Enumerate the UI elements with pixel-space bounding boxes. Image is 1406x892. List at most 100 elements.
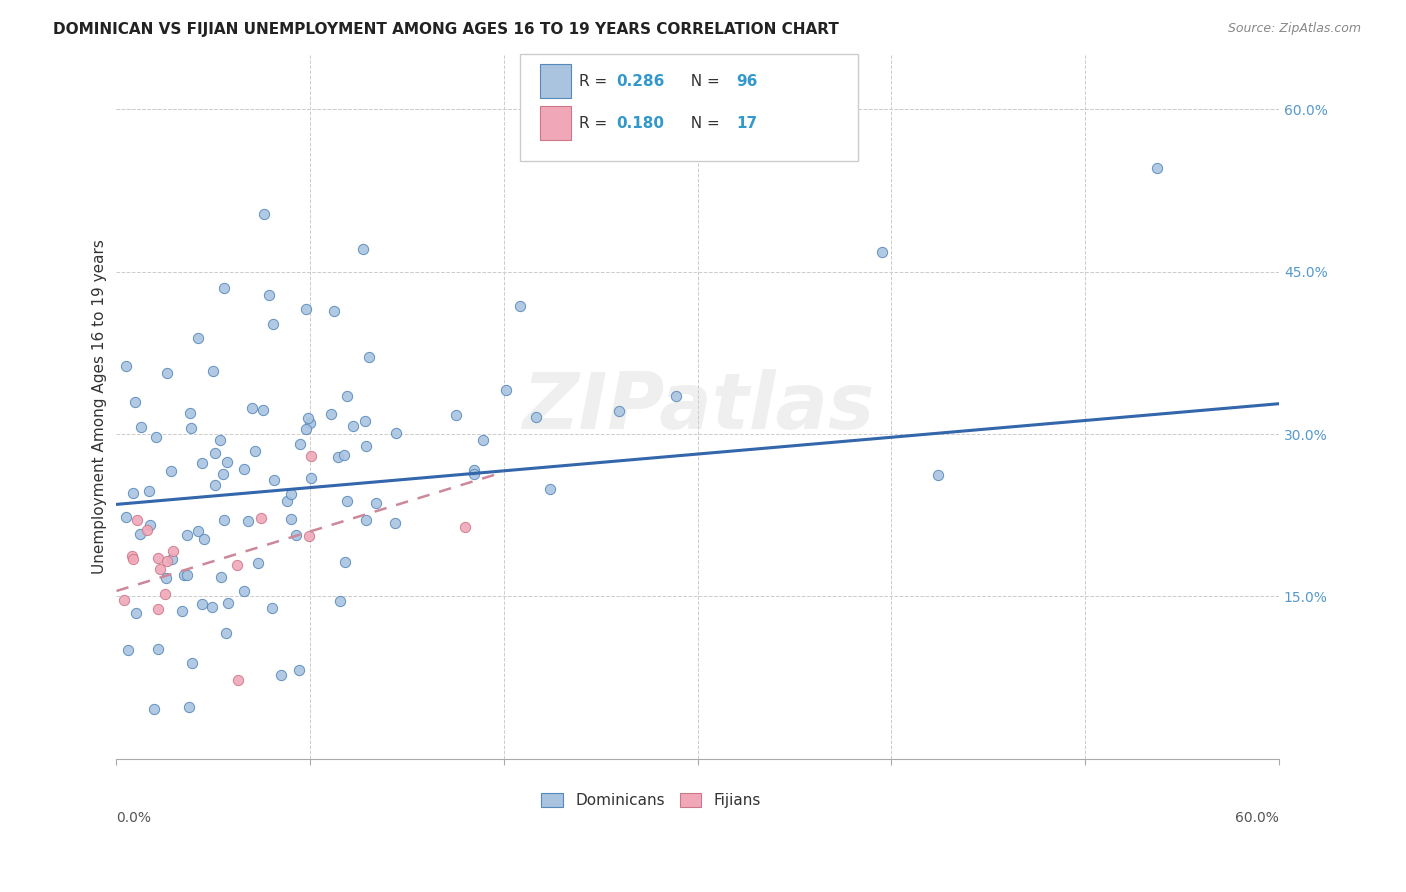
Point — [209, 433, 232, 447]
Point — [135, 523, 157, 537]
Point — [201, 364, 224, 378]
Point — [352, 242, 374, 256]
Point — [162, 543, 184, 558]
Point — [226, 673, 249, 688]
Point — [240, 401, 263, 416]
Point — [155, 570, 177, 584]
Y-axis label: Unemployment Among Ages 16 to 19 years: Unemployment Among Ages 16 to 19 years — [93, 240, 107, 574]
Point — [247, 556, 270, 570]
Point — [257, 288, 280, 302]
Point — [298, 417, 321, 431]
Point — [215, 455, 238, 469]
Text: ZIPatlas: ZIPatlas — [522, 369, 875, 445]
Point — [217, 596, 239, 610]
Point — [193, 532, 215, 546]
Point — [191, 597, 214, 611]
Point — [212, 513, 235, 527]
Point — [233, 583, 256, 598]
Point — [607, 403, 630, 417]
Point — [181, 657, 204, 671]
Point — [170, 604, 193, 618]
Point — [336, 388, 359, 402]
Point — [297, 411, 319, 425]
Point — [270, 668, 292, 682]
Text: N =: N = — [681, 74, 724, 88]
Point — [156, 366, 179, 380]
Point — [329, 594, 352, 608]
Point — [238, 514, 260, 528]
Text: 96: 96 — [737, 74, 758, 88]
Point — [129, 527, 152, 541]
Point — [201, 599, 224, 614]
Point — [204, 478, 226, 492]
Point — [664, 389, 686, 403]
Point — [336, 494, 359, 508]
Point — [263, 473, 285, 487]
Point — [243, 443, 266, 458]
Point — [252, 403, 274, 417]
Point — [250, 511, 273, 525]
Point — [117, 643, 139, 657]
Point — [342, 418, 364, 433]
Point — [179, 406, 201, 420]
Point — [131, 420, 153, 434]
Point — [262, 317, 284, 331]
Text: 17: 17 — [737, 116, 758, 130]
Point — [209, 570, 232, 584]
Text: Source: ZipAtlas.com: Source: ZipAtlas.com — [1227, 22, 1361, 36]
Point — [148, 602, 170, 616]
Point — [176, 567, 198, 582]
Point — [354, 513, 377, 527]
Text: 0.286: 0.286 — [616, 74, 664, 88]
Point — [444, 408, 467, 422]
Point — [295, 302, 318, 317]
Point — [385, 426, 408, 441]
Point — [276, 494, 298, 508]
Point — [353, 414, 375, 428]
Point — [301, 470, 323, 484]
Point — [333, 448, 356, 462]
Point — [1146, 161, 1168, 175]
Point — [127, 513, 149, 527]
Point — [115, 509, 138, 524]
Text: N =: N = — [681, 116, 724, 130]
Point — [146, 551, 169, 566]
Point — [299, 449, 322, 463]
Point — [159, 464, 181, 478]
Point — [124, 395, 146, 409]
Point — [215, 626, 238, 640]
Point — [333, 555, 356, 569]
Point — [177, 700, 200, 714]
Point — [212, 467, 235, 482]
Point — [138, 483, 160, 498]
Point — [112, 592, 135, 607]
Point — [125, 606, 148, 620]
Point — [927, 467, 949, 482]
Point — [326, 450, 349, 464]
Point — [148, 561, 170, 575]
Point — [153, 587, 176, 601]
Point — [384, 516, 406, 531]
Point — [295, 422, 318, 436]
Point — [190, 456, 212, 470]
Point — [298, 528, 321, 542]
Point — [284, 528, 307, 542]
Point — [252, 207, 274, 221]
Point — [162, 552, 184, 566]
Point — [145, 430, 167, 444]
Point — [148, 642, 170, 657]
Point — [260, 601, 283, 615]
Text: R =: R = — [579, 116, 613, 130]
Point — [187, 331, 209, 345]
Point — [180, 421, 202, 435]
Point — [538, 482, 561, 496]
Point — [354, 439, 377, 453]
Point — [156, 554, 179, 568]
Text: DOMINICAN VS FIJIAN UNEMPLOYMENT AMONG AGES 16 TO 19 YEARS CORRELATION CHART: DOMINICAN VS FIJIAN UNEMPLOYMENT AMONG A… — [53, 22, 839, 37]
Point — [463, 463, 485, 477]
Point — [463, 467, 485, 481]
Point — [176, 527, 198, 541]
Point — [122, 485, 145, 500]
Legend: Dominicans, Fijians: Dominicans, Fijians — [536, 787, 768, 814]
Point — [364, 495, 387, 509]
